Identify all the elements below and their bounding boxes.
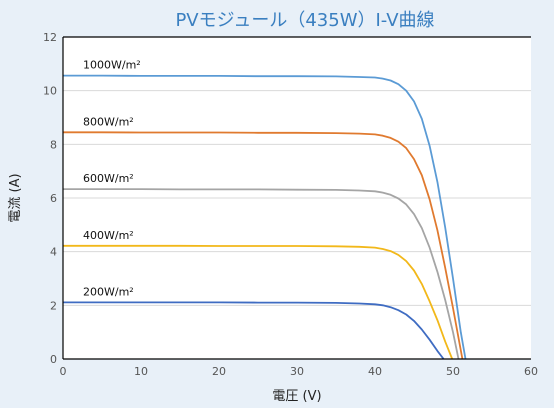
y-axis-label: 電流 (A) bbox=[8, 173, 23, 222]
y-tick-label: 12 bbox=[43, 31, 57, 44]
x-tick-label: 20 bbox=[212, 365, 226, 378]
series-line bbox=[63, 188, 460, 360]
series-labels: 1000W/m² 800W/m² 600W/m² 400W/m² 200W/m² bbox=[83, 59, 141, 299]
x-tick-label: 50 bbox=[446, 365, 460, 378]
series-label: 200W/m² bbox=[83, 285, 134, 298]
axes bbox=[62, 36, 531, 360]
x-axis-label: 電圧 (V) bbox=[272, 389, 321, 404]
chart-title: PVモジュール（435W）I-V曲線 bbox=[175, 10, 434, 31]
series-label: 800W/m² bbox=[83, 115, 134, 128]
y-tick-label: 6 bbox=[50, 192, 57, 205]
x-tick-label: 30 bbox=[290, 365, 304, 378]
y-tick-label: 8 bbox=[50, 138, 57, 151]
y-tick-label: 4 bbox=[50, 246, 57, 259]
series-label: 1000W/m² bbox=[83, 59, 141, 72]
series-line bbox=[63, 74, 467, 360]
series-lines bbox=[63, 74, 467, 360]
tick-labels: 0 10 20 30 40 50 60 0 2 4 6 8 10 12 bbox=[43, 31, 538, 378]
y-tick-label: 2 bbox=[50, 299, 57, 312]
x-tick-label: 40 bbox=[368, 365, 382, 378]
y-tick-label: 10 bbox=[43, 85, 57, 98]
y-tick-label: 0 bbox=[50, 353, 57, 366]
x-tick-label: 0 bbox=[60, 365, 67, 378]
x-tick-label: 10 bbox=[134, 365, 148, 378]
series-label: 400W/m² bbox=[83, 229, 134, 242]
x-tick-label: 60 bbox=[524, 365, 538, 378]
series-line bbox=[63, 244, 454, 360]
series-line bbox=[63, 301, 445, 360]
series-label: 600W/m² bbox=[83, 172, 134, 185]
series-line bbox=[63, 131, 464, 360]
